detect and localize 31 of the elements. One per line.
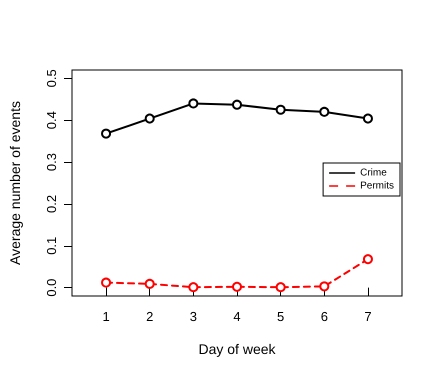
y-tick-label: 0.2 xyxy=(44,194,59,213)
y-tick-label: 0.4 xyxy=(44,111,59,130)
point xyxy=(319,106,330,117)
point xyxy=(188,282,198,292)
y-tick-label: 0.0 xyxy=(44,278,59,297)
y-tick-label: 0.5 xyxy=(44,69,59,88)
point xyxy=(144,114,155,124)
x-axis-title: Day of week xyxy=(198,341,277,357)
point xyxy=(144,278,155,289)
x-tick-label: 5 xyxy=(277,309,284,324)
x-tick-label: 3 xyxy=(190,309,197,324)
point xyxy=(232,100,242,110)
y-tick-label: 0.3 xyxy=(44,153,59,172)
point xyxy=(101,128,112,139)
y-tick-label: 0.1 xyxy=(44,236,59,255)
x-tick-label: 1 xyxy=(102,309,110,324)
point xyxy=(276,104,286,115)
point xyxy=(232,282,242,292)
y-axis-title: Average number of events xyxy=(7,101,23,265)
x-tick-label: 4 xyxy=(233,309,241,324)
x-tick-label: 6 xyxy=(320,309,328,324)
point xyxy=(101,278,112,288)
point xyxy=(276,282,286,292)
point xyxy=(319,281,330,292)
legend-label: Crime xyxy=(360,168,388,178)
x-tick-label: 7 xyxy=(364,309,372,324)
point xyxy=(362,114,373,124)
point xyxy=(188,98,198,108)
point xyxy=(362,254,373,264)
legend-label: Permits xyxy=(360,180,394,192)
x-tick-label: 2 xyxy=(146,309,154,324)
